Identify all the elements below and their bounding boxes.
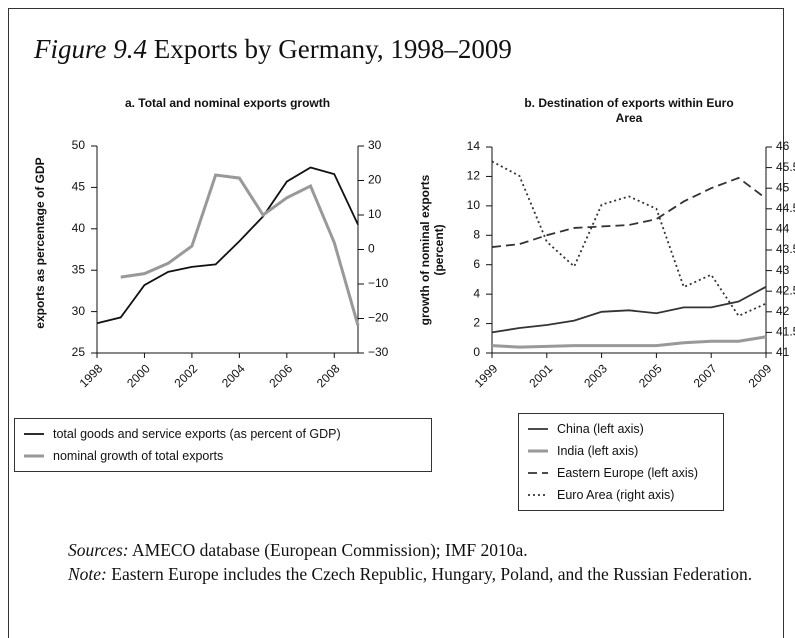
figure-title: Figure 9.4 Exports by Germany, 1998–2009: [34, 34, 512, 65]
x-tick-label: 2009: [746, 361, 775, 390]
y2-tick-label: 43.5: [776, 242, 795, 256]
note-label: Note:: [68, 564, 107, 584]
y-tick-label: 8: [473, 227, 480, 241]
x-tick-label: 2001: [526, 361, 555, 390]
x-tick-label: 2005: [636, 361, 665, 390]
legend: China (left axis) India (left axis) Easter…: [518, 413, 724, 511]
legend-label: nominal growth of total exports: [53, 449, 224, 463]
y2-tick-label: −30: [368, 345, 389, 359]
y-tick-label: 14: [467, 139, 481, 153]
y2-tick-label: 42.5: [776, 283, 795, 297]
y-tick-label: 50: [72, 138, 86, 152]
y2-tick-label: 46: [776, 139, 790, 153]
sources: Sources: AMECO database (European Commis…: [34, 538, 769, 562]
legend-swatch: [24, 433, 44, 435]
sources-text: AMECO database (European Commission); IM…: [132, 540, 528, 560]
note-text: Eastern Europe includes the Czech Republ…: [111, 564, 753, 584]
y-tick-label: 0: [473, 345, 480, 359]
series-line: [120, 173, 360, 326]
x-tick-label: 1998: [77, 361, 106, 390]
x-tick-label: 2006: [266, 361, 295, 390]
x-tick-label: 2004: [219, 361, 248, 390]
y2-tick-label: −10: [368, 276, 389, 290]
legend-label: India (left axis): [557, 444, 639, 458]
x-tick-label: 2003: [581, 361, 610, 390]
legend-entry: total goods and service exports (as perc…: [23, 423, 423, 445]
x-tick-label: 2008: [314, 361, 343, 390]
y2-tick-label: 10: [368, 207, 382, 221]
figure-notes: Sources: AMECO database (European Commis…: [34, 538, 769, 586]
x-tick-label: 2007: [691, 361, 720, 390]
figure-frame: [8, 8, 784, 638]
legend-swatch: [528, 428, 548, 430]
chart-title: b. Destination of exports within Euro Ar…: [524, 96, 734, 125]
y2-tick-label: 45: [776, 180, 790, 194]
series-line: [491, 335, 767, 349]
y-tick-label: 6: [473, 257, 480, 271]
y-tick-label: 4: [473, 286, 480, 300]
legend-label: China (left axis): [557, 422, 644, 436]
y-tick-label: 12: [467, 169, 481, 183]
legend-entry: Eastern Europe (left axis): [527, 462, 715, 484]
y2-tick-label: 41: [776, 345, 790, 359]
figure-number: Figure 9.4: [34, 34, 147, 64]
legend-label: Eastern Europe (left axis): [557, 466, 699, 480]
y-tick-label: 30: [72, 304, 86, 318]
y2-tick-label: 42: [776, 304, 790, 318]
y2-tick-label: 44.5: [776, 201, 795, 215]
note: Note: Eastern Europe includes the Czech …: [34, 562, 769, 586]
legend-entry: India (left axis): [527, 440, 715, 462]
y-tick-label: 40: [72, 221, 86, 235]
legend-entry: China (left axis): [527, 418, 715, 440]
series-line: [491, 176, 767, 248]
y-tick-label: 2: [473, 316, 480, 330]
series-line: [491, 160, 767, 318]
y2-tick-label: 30: [368, 138, 382, 152]
legend-swatch: [528, 472, 548, 474]
x-tick-label: 1999: [472, 361, 501, 390]
y-tick-label: 25: [72, 345, 86, 359]
legend-label: Euro Area (right axis): [557, 488, 675, 502]
x-tick-label: 2000: [124, 361, 153, 390]
legend: total goods and service exports (as perc…: [14, 418, 432, 472]
y-axis-label: growth of nominal exports (percent): [418, 174, 446, 326]
x-tick-label: 2002: [171, 361, 200, 390]
y-tick-label: 35: [72, 262, 86, 276]
y-tick-label: 45: [72, 180, 86, 194]
y2-tick-label: −20: [368, 311, 389, 325]
y2-tick-label: 0: [368, 242, 375, 256]
y2-tick-label: 43: [776, 263, 790, 277]
figure-title-text: Exports by Germany, 1998–2009: [153, 34, 512, 64]
y2-tick-label: 20: [368, 173, 382, 187]
legend-swatch: [528, 449, 548, 453]
legend-swatch: [528, 494, 548, 496]
y2-tick-label: 41.5: [776, 325, 795, 339]
legend-label: total goods and service exports (as perc…: [53, 427, 341, 441]
y2-tick-label: 45.5: [776, 160, 795, 174]
series-line: [491, 285, 767, 334]
series-line: [96, 166, 359, 325]
sources-label: Sources:: [68, 540, 129, 560]
legend-swatch: [24, 454, 44, 458]
y2-tick-label: 44: [776, 222, 790, 236]
y-tick-label: 10: [467, 198, 481, 212]
legend-entry: nominal growth of total exports: [23, 445, 423, 467]
chart-title: a. Total and nominal exports growth: [124, 96, 331, 110]
legend-entry: Euro Area (right axis): [527, 484, 715, 506]
y-axis-label: exports as percentage of GDP: [33, 156, 47, 329]
